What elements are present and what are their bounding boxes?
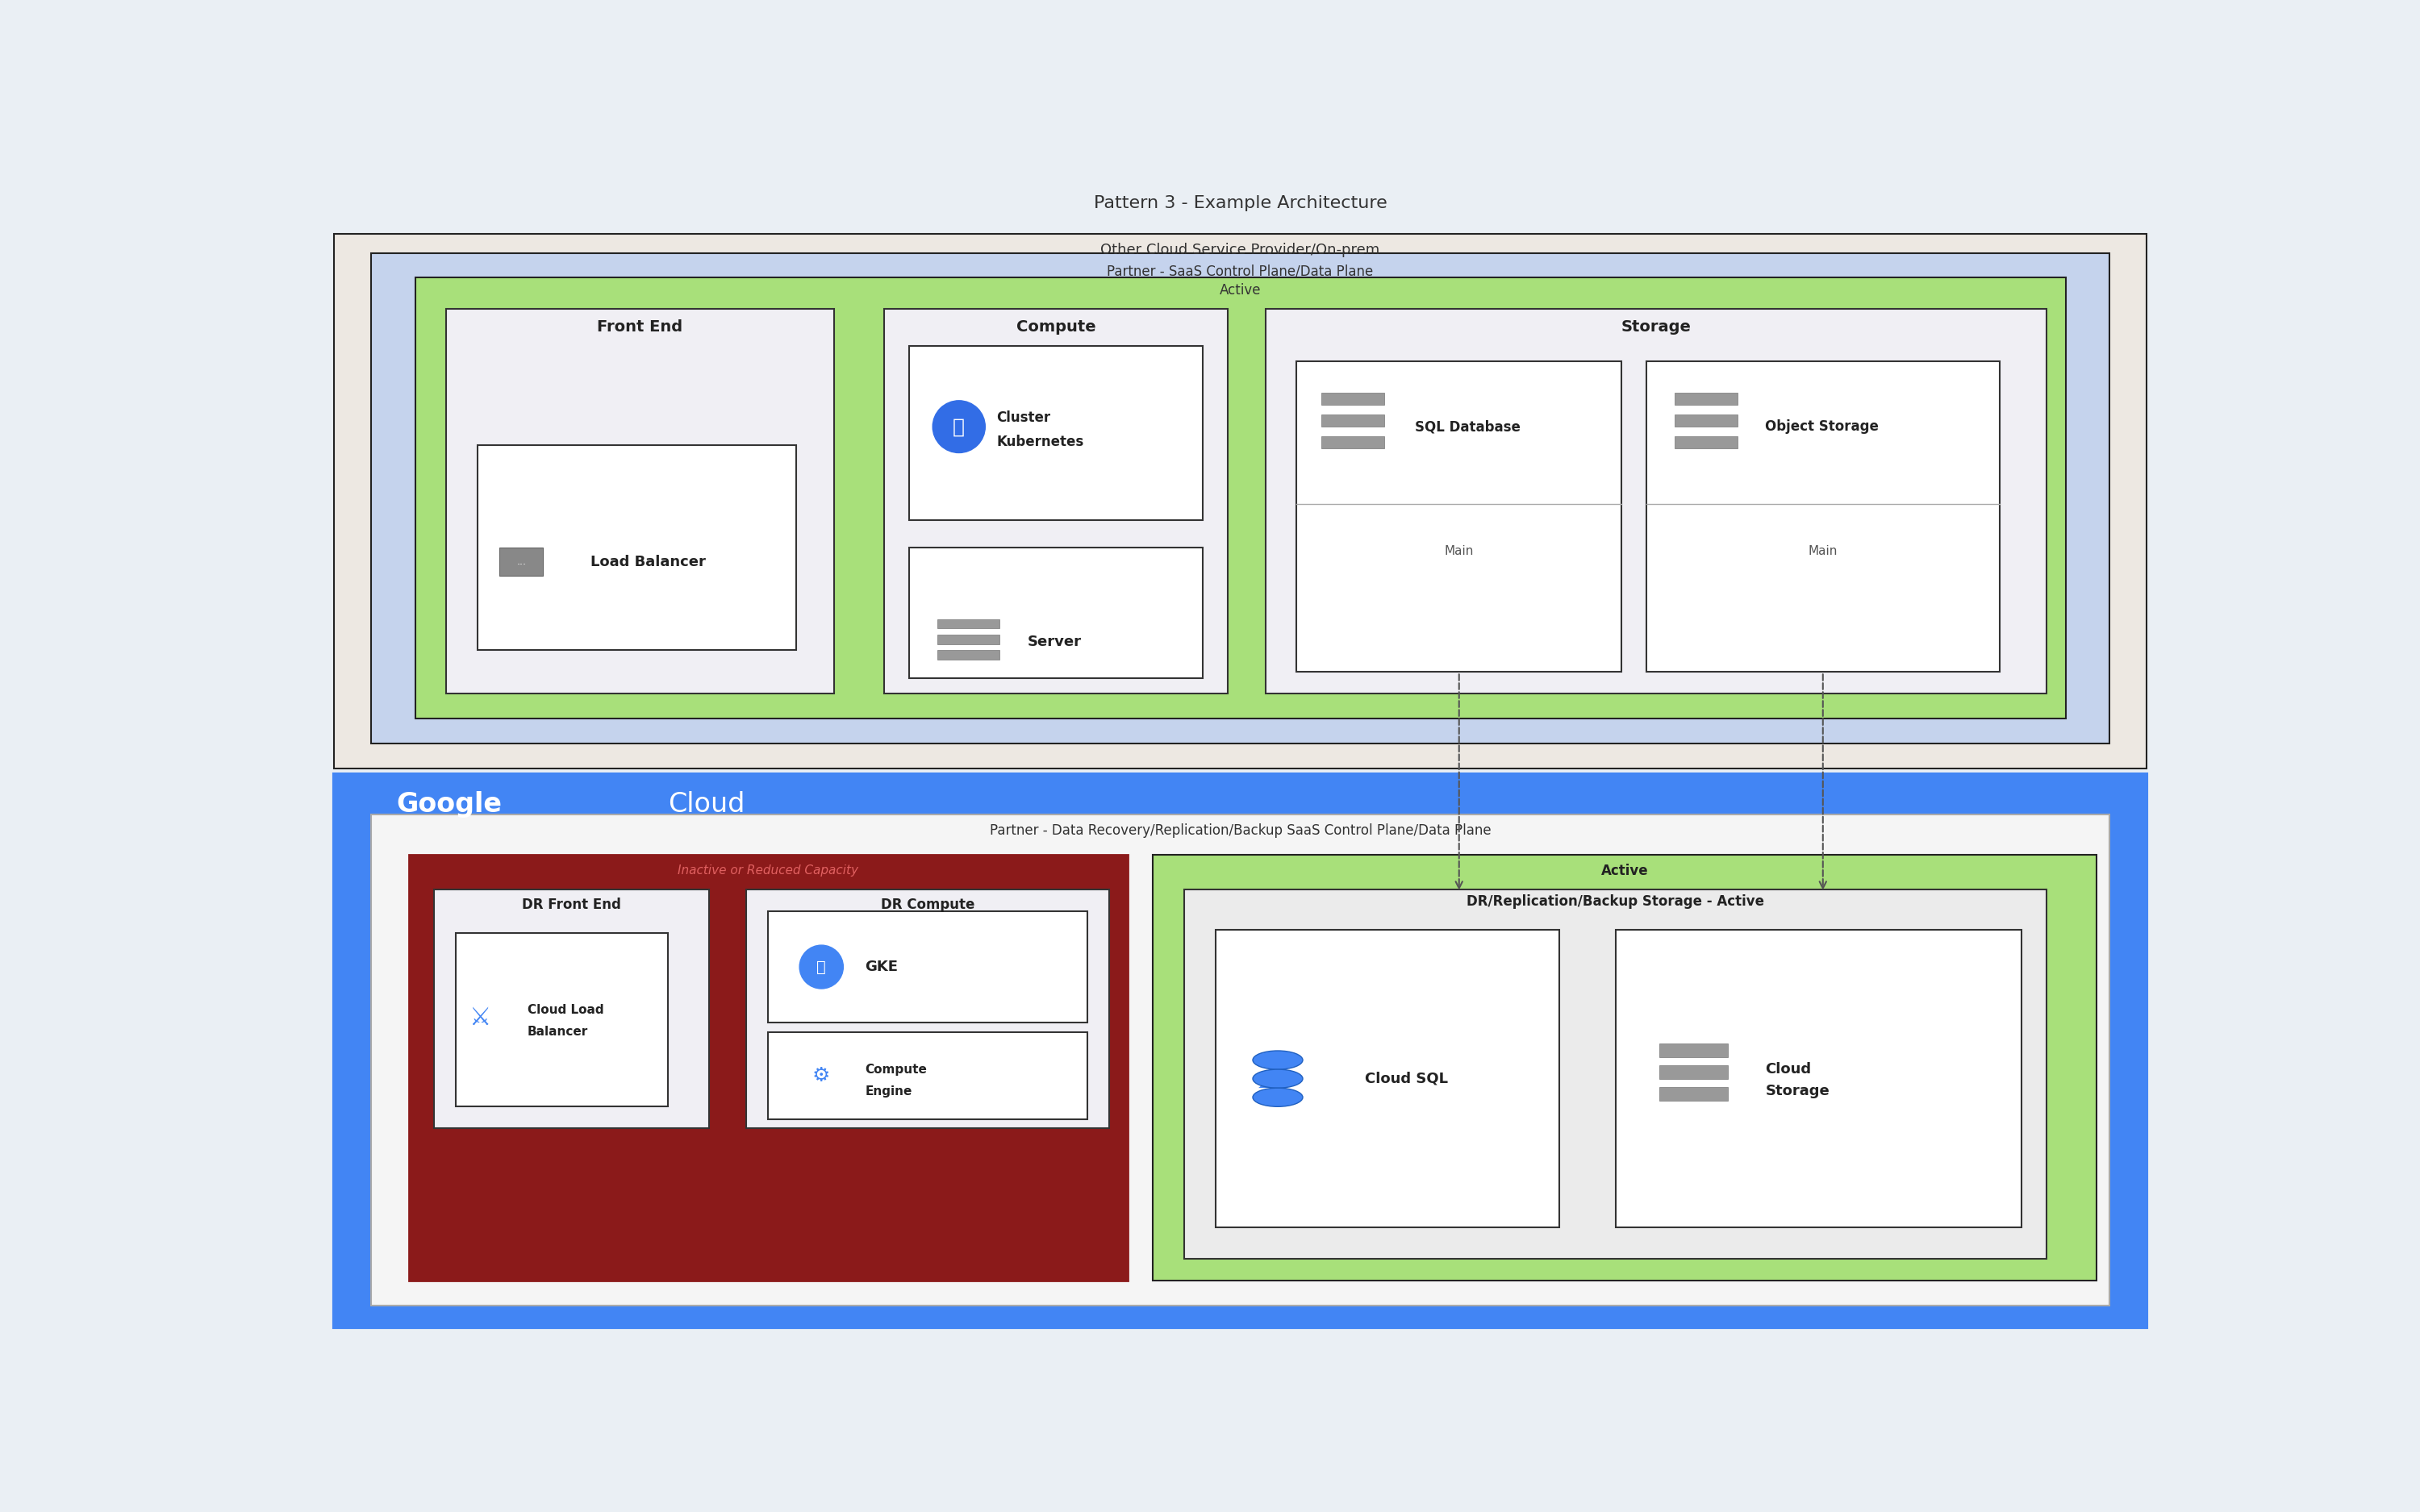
Text: Kubernetes: Kubernetes [997, 435, 1084, 449]
Bar [937, 650, 999, 659]
Bar [1321, 393, 1384, 405]
Bar [1675, 414, 1738, 426]
Bar [1675, 435, 1738, 449]
Bar [1266, 308, 2047, 694]
Text: Cluster: Cluster [997, 410, 1050, 425]
Text: Compute: Compute [1016, 319, 1096, 336]
Bar [1152, 856, 2096, 1281]
Text: Active: Active [1220, 283, 1261, 298]
Text: Main: Main [1808, 544, 1837, 556]
Bar [334, 774, 2147, 1328]
Bar [937, 635, 999, 644]
Ellipse shape [1254, 1089, 1302, 1107]
Bar [745, 889, 1108, 1128]
Bar [1646, 361, 1999, 671]
Text: Partner - Data Recovery/Replication/Backup SaaS Control Plane/Data Plane: Partner - Data Recovery/Replication/Back… [990, 823, 1491, 838]
Bar [910, 346, 1203, 520]
Bar [883, 308, 1227, 694]
Text: DR Compute: DR Compute [881, 898, 975, 912]
Text: Balancer: Balancer [528, 1027, 588, 1039]
Bar [477, 446, 796, 650]
Bar [455, 933, 668, 1107]
Bar [433, 889, 709, 1128]
Text: ☁: ☁ [1256, 1063, 1287, 1095]
Bar [1183, 889, 2047, 1259]
Text: Active: Active [1602, 863, 1648, 878]
Bar [409, 856, 1128, 1281]
Text: Cloud Load: Cloud Load [528, 1004, 605, 1016]
Text: SQL Database: SQL Database [1416, 419, 1520, 434]
Text: Load Balancer: Load Balancer [590, 555, 704, 569]
Bar [499, 547, 542, 576]
Text: Storage: Storage [1764, 1084, 1830, 1098]
Bar [416, 278, 2064, 718]
Ellipse shape [1254, 1051, 1302, 1069]
Text: Cloud: Cloud [668, 791, 745, 818]
Text: Main: Main [1445, 544, 1474, 556]
Bar [1215, 930, 1558, 1228]
Text: ...: ... [515, 556, 525, 567]
Bar [445, 308, 835, 694]
Text: ⚔: ⚔ [469, 1005, 491, 1030]
Bar [334, 234, 2147, 768]
Bar [937, 620, 999, 629]
Text: Inactive or Reduced Capacity: Inactive or Reduced Capacity [678, 865, 859, 877]
Bar [1660, 1087, 1728, 1101]
Ellipse shape [1254, 1069, 1302, 1089]
Text: ⎈: ⎈ [953, 417, 966, 437]
Bar [1617, 930, 2021, 1228]
Bar [1660, 1043, 1728, 1057]
Text: Pattern 3 - Example Architecture: Pattern 3 - Example Architecture [1094, 195, 1387, 212]
Bar [1321, 435, 1384, 449]
Text: Partner - SaaS Control Plane/Data Plane: Partner - SaaS Control Plane/Data Plane [1106, 265, 1375, 278]
Bar [370, 253, 2110, 744]
Text: DR/Replication/Backup Storage - Active: DR/Replication/Backup Storage - Active [1467, 895, 1764, 909]
Text: GKE: GKE [866, 960, 898, 974]
Bar [370, 815, 2110, 1305]
Text: Cloud: Cloud [1764, 1061, 1813, 1077]
Bar [767, 912, 1087, 1022]
Bar [1297, 361, 1621, 671]
Bar [1675, 393, 1738, 405]
Text: Other Cloud Service Provider/On-prem: Other Cloud Service Provider/On-prem [1101, 242, 1379, 257]
Text: ⚙: ⚙ [813, 1066, 830, 1086]
Text: DR Front End: DR Front End [523, 898, 622, 912]
Bar [910, 547, 1203, 679]
Text: Compute: Compute [866, 1063, 927, 1075]
Circle shape [799, 945, 842, 989]
Text: Engine: Engine [866, 1086, 912, 1098]
Bar [1660, 1064, 1728, 1078]
Text: Cloud SQL: Cloud SQL [1365, 1072, 1447, 1086]
Text: Server: Server [1028, 635, 1082, 650]
Text: Storage: Storage [1621, 319, 1692, 336]
Text: ⎈: ⎈ [816, 959, 825, 975]
Text: Front End: Front End [598, 319, 682, 336]
Bar [767, 1033, 1087, 1119]
Bar [1321, 414, 1384, 426]
Text: Google: Google [397, 791, 501, 818]
Circle shape [932, 401, 985, 452]
Text: Object Storage: Object Storage [1764, 419, 1878, 434]
